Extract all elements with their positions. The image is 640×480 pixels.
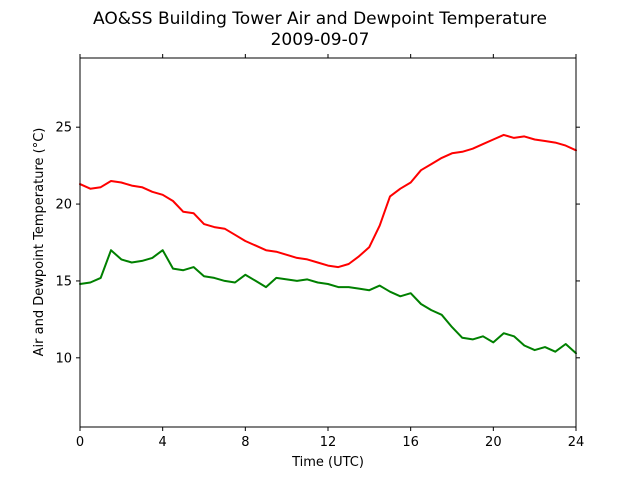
x-tick-label: 20 bbox=[485, 435, 502, 450]
y-axis: 10 15 20 25 bbox=[55, 121, 580, 366]
y-tick-label: 20 bbox=[55, 198, 72, 213]
series-layer bbox=[79, 133, 577, 355]
x-axis: 0 4 8 12 16 20 24 bbox=[76, 54, 584, 450]
x-tick-label: 16 bbox=[402, 435, 419, 450]
plot-frame bbox=[79, 57, 577, 428]
series-line-2 bbox=[79, 249, 577, 355]
y-tick-label: 10 bbox=[55, 351, 72, 366]
x-tick-label: 12 bbox=[320, 435, 337, 450]
y-tick-label: 25 bbox=[55, 121, 72, 136]
x-tick-label: 0 bbox=[76, 435, 84, 450]
x-tick-label: 8 bbox=[241, 435, 249, 450]
x-tick-label: 24 bbox=[568, 435, 585, 450]
y-tick-label: 15 bbox=[55, 274, 72, 289]
y-axis-label: Air and Dewpoint Temperature (°C) bbox=[32, 128, 47, 357]
chart-subtitle: 2009-09-07 bbox=[271, 30, 370, 50]
chart-title: AO&SS Building Tower Air and Dewpoint Te… bbox=[93, 9, 547, 29]
x-tick-label: 4 bbox=[159, 435, 167, 450]
x-axis-label: Time (UTC) bbox=[291, 455, 364, 470]
series-line-1 bbox=[79, 133, 577, 269]
plot-area bbox=[79, 57, 577, 428]
